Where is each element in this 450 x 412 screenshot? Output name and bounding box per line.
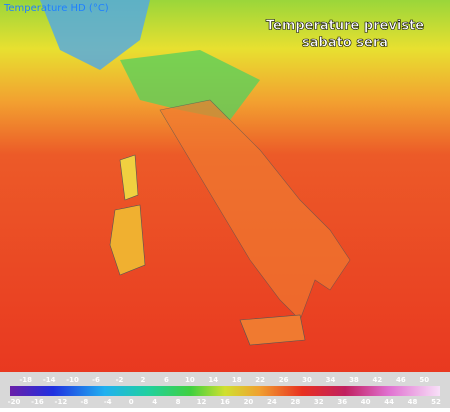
scale-label: 32 <box>314 398 324 406</box>
scale-label: 6 <box>164 376 169 384</box>
scale-label: 2 <box>141 376 146 384</box>
corsica <box>119 154 139 201</box>
scale-label: 52 <box>431 398 441 406</box>
scale-label: -10 <box>66 376 79 384</box>
scale-label: 12 <box>197 398 207 406</box>
scale-label: -14 <box>43 376 56 384</box>
scale-label: 36 <box>337 398 347 406</box>
overlay-line: sabato sera <box>302 36 388 51</box>
scale-label: 24 <box>267 398 277 406</box>
scale-label: 16 <box>220 398 230 406</box>
scale-label: 22 <box>255 376 265 384</box>
scale-label: 0 <box>129 398 134 406</box>
cold-area <box>40 0 150 70</box>
scale-label: -16 <box>31 398 44 406</box>
scale-label: -6 <box>92 376 100 384</box>
scale-label: 30 <box>302 376 312 384</box>
map-title: Temperature HD (°C) <box>3 3 109 14</box>
scale-label: 40 <box>361 398 371 406</box>
scale-label: -12 <box>55 398 68 406</box>
scale-label: -18 <box>19 376 32 384</box>
scale-label: 10 <box>185 376 195 384</box>
scale-label: 4 <box>152 398 157 406</box>
scale-label: 28 <box>290 398 300 406</box>
scale-label: -8 <box>80 398 88 406</box>
scale-label: 44 <box>384 398 394 406</box>
scale-label: 38 <box>349 376 359 384</box>
scale-label: 18 <box>232 376 242 384</box>
scale-label: -2 <box>116 376 124 384</box>
scale-label: 14 <box>208 376 218 384</box>
scale-label: -4 <box>104 398 112 406</box>
colorbar <box>10 386 440 396</box>
sicily <box>239 314 306 346</box>
scale-label: 20 <box>244 398 254 406</box>
scale-label: 42 <box>373 376 383 384</box>
scale-label: -20 <box>8 398 21 406</box>
scale-label: 50 <box>419 376 429 384</box>
scale-label: 34 <box>326 376 336 384</box>
italy <box>159 99 351 321</box>
alps-area <box>120 50 260 120</box>
scale-label: 46 <box>396 376 406 384</box>
scale-label: 8 <box>176 398 181 406</box>
scale-label: 26 <box>279 376 289 384</box>
sardinia <box>109 204 146 276</box>
overlay-line: Temperature previste <box>266 19 424 34</box>
scale-label: 48 <box>408 398 418 406</box>
